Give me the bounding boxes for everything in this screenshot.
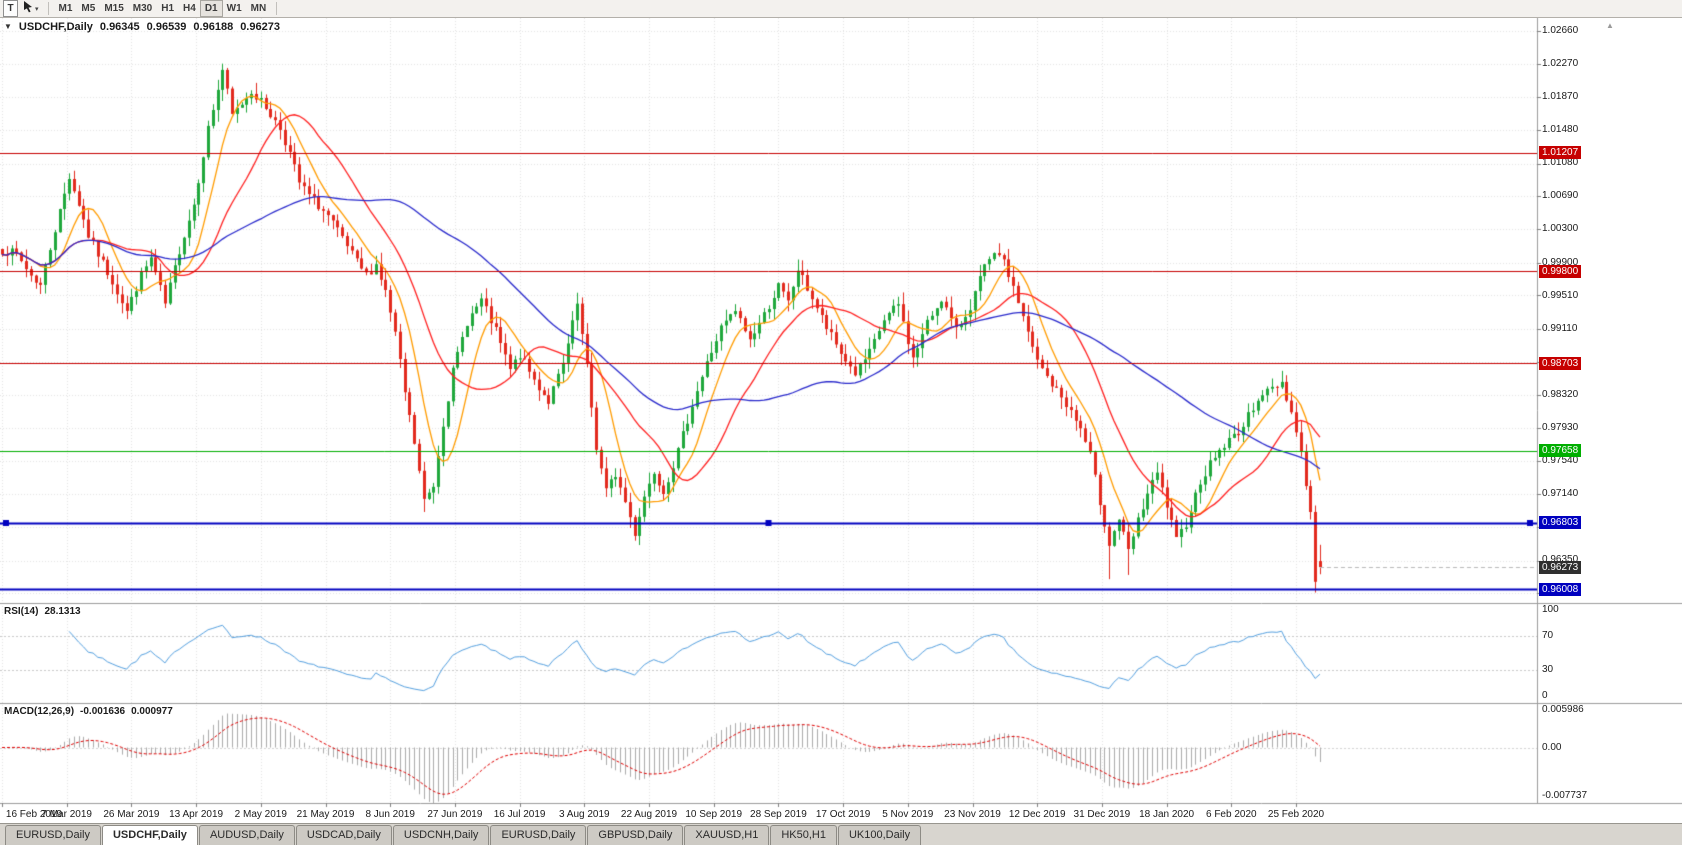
- chart-tab-eurusd-daily[interactable]: EURUSD,Daily: [490, 825, 587, 845]
- chart-tab-uk100-daily[interactable]: UK100,Daily: [837, 825, 922, 845]
- timeframe-button-m5[interactable]: M5: [81, 3, 96, 14]
- timeframe-button-d1[interactable]: D1: [199, 0, 223, 17]
- timeframe-button-h1[interactable]: H1: [161, 3, 175, 14]
- chart-tab-usdcad-daily[interactable]: USDCAD,Daily: [295, 825, 392, 845]
- chart-tab-hk50-h1[interactable]: HK50,H1: [770, 825, 837, 845]
- chart-tab-eurusd-daily[interactable]: EURUSD,Daily: [5, 825, 101, 845]
- top-toolbar: T ▾ M1 M5 M15 M30 H1 H4 D1 W1 MN: [0, 0, 1682, 18]
- toolbar-separator: [47, 2, 49, 15]
- timeframe-button-mn[interactable]: MN: [250, 3, 267, 14]
- text-tool-button[interactable]: T: [3, 0, 18, 17]
- timeframe-button-h4[interactable]: H4: [183, 3, 196, 14]
- chart-area: ▼ USDCHF,Daily 0.96345 0.96539 0.96188 0…: [0, 18, 1682, 823]
- scroll-up-icon[interactable]: ▲: [1606, 21, 1614, 30]
- chart-tab-xauusd-h1[interactable]: XAUUSD,H1: [684, 825, 770, 845]
- timeframe-button-w1[interactable]: W1: [226, 3, 242, 14]
- timeframe-button-m1[interactable]: M1: [58, 3, 73, 14]
- price-chart-canvas[interactable]: [0, 18, 1682, 823]
- chart-tab-usdchf-daily[interactable]: USDCHF,Daily: [101, 825, 198, 845]
- timeframe-button-m15[interactable]: M15: [104, 3, 124, 14]
- chart-tab-gbpusd-daily[interactable]: GBPUSD,Daily: [587, 825, 684, 845]
- timeframe-button-group: M1 M5 M15 M30 H1 H4 D1 W1 MN: [55, 0, 271, 17]
- chart-tab-usdcnh-daily[interactable]: USDCNH,Daily: [392, 825, 490, 845]
- cursor-icon: [23, 0, 34, 18]
- chart-tab-audusd-daily[interactable]: AUDUSD,Daily: [198, 825, 295, 845]
- chart-tab-bar: EURUSD,Daily USDCHF,Daily AUDUSD,Daily USDC…: [0, 823, 1682, 845]
- timeframe-button-m30[interactable]: M30: [132, 3, 153, 14]
- chevron-down-icon: ▾: [35, 5, 39, 13]
- cursor-tool-button[interactable]: ▾: [20, 0, 42, 18]
- toolbar-separator: [276, 2, 278, 15]
